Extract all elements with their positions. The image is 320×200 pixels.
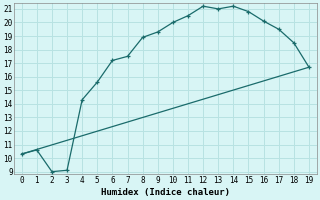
X-axis label: Humidex (Indice chaleur): Humidex (Indice chaleur): [101, 188, 230, 197]
